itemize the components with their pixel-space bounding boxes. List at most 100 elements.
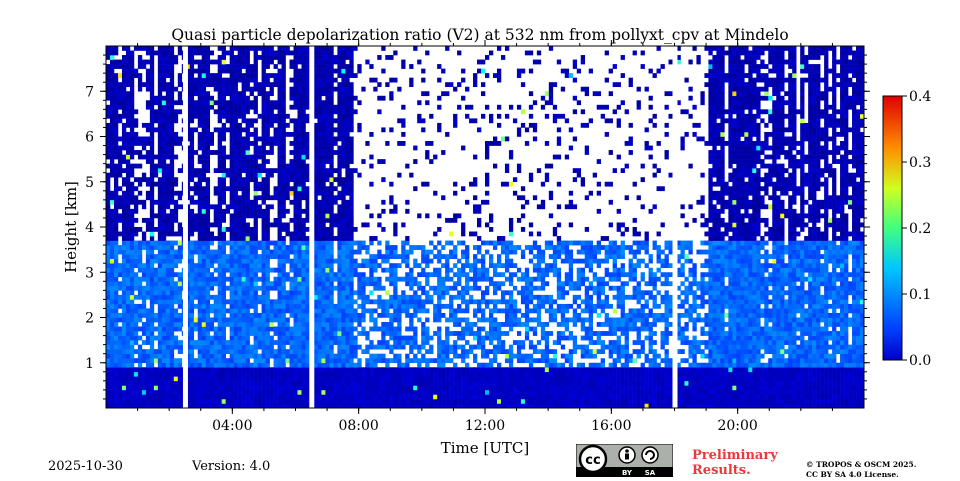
heatmap-cell [197,249,203,255]
heatmap-cell [329,272,334,278]
heatmap-cell [245,312,250,318]
heatmap-cell [197,340,203,345]
heatmap-cell [413,303,418,309]
heatmap-cell [421,258,426,264]
heatmap-cell [281,312,286,318]
heatmap-cell [297,100,302,106]
heatmap-cell [113,190,119,196]
heatmap-cell [245,376,250,382]
heatmap-cell [117,326,123,332]
heatmap-cell [369,131,374,137]
heatmap-cell [197,308,203,314]
heatmap-cell [253,362,258,368]
heatmap-cell [121,285,127,291]
heatmap-cell [121,64,127,69]
heatmap-cell [301,290,306,296]
heatmap-cell [173,389,179,395]
heatmap-cell [385,389,390,395]
heatmap-cell [349,104,354,110]
heatmap-cell [329,326,334,332]
heatmap-cell [329,64,334,69]
heatmap-cell [305,394,310,400]
heatmap-cell [421,249,426,255]
heatmap-cell [437,312,442,318]
heatmap-cell [193,344,199,350]
heatmap-cell [109,254,115,259]
heatmap-cell [261,380,266,386]
heatmap-cell [441,276,446,282]
heatmap-cell [121,86,127,92]
heatmap-cell [373,376,378,382]
heatmap-cell [133,122,139,128]
heatmap-cell [197,317,203,323]
heatmap-cell [109,208,115,214]
heatmap-cell [133,199,139,205]
heatmap-cell [137,326,143,332]
heatmap-cell [113,141,119,146]
heatmap-cell [169,340,175,345]
heatmap-cell [289,199,294,205]
heatmap-cell [425,389,430,395]
heatmap-cell [225,186,230,192]
heatmap-cell [365,344,370,350]
heatmap-cell [261,322,266,327]
heatmap-cell [305,281,310,287]
heatmap-cell [157,64,163,69]
heatmap-cell [201,186,207,192]
heatmap-cell [293,312,298,318]
heatmap-cell [113,172,119,178]
heatmap-cell [361,285,366,291]
heatmap-cell [245,208,250,214]
heatmap-cell [173,208,179,214]
heatmap-cell [229,281,234,287]
heatmap-cell [197,290,203,296]
heatmap-cell [441,376,446,382]
heatmap-cell [393,281,398,287]
heatmap-cell [221,172,226,178]
heatmap-cell [229,163,234,169]
heatmap-cell [297,227,302,232]
heatmap-cell [329,131,334,137]
heatmap-cell [209,303,215,309]
heatmap-cell [277,213,282,219]
heatmap-cell [229,294,234,300]
heatmap-cell [129,340,135,345]
heatmap-cell [365,349,370,354]
heatmap-cell [289,367,294,373]
heatmap-cell [281,46,286,51]
heatmap-cell [433,394,438,400]
heatmap-cell [221,77,226,83]
heatmap-cell [109,263,115,269]
heatmap-cell [106,362,111,368]
heatmap-cell [289,150,294,155]
heatmap-cell [161,122,167,128]
heatmap-cell [173,131,179,137]
heatmap-cell [129,73,135,78]
heatmap-cell [153,127,159,133]
heatmap-cell [401,118,406,124]
heatmap-cell [437,362,442,368]
heatmap-cell [161,398,167,404]
heatmap-cell [425,150,430,155]
heatmap-cell [133,272,139,278]
heatmap-cell [341,290,346,296]
heatmap-cell [285,276,290,282]
heatmap-cell [337,163,342,169]
heatmap-cell [293,371,298,377]
heatmap-cell [213,385,219,391]
heatmap-cell [325,290,330,296]
heatmap-cell [141,285,147,291]
heatmap-cell [217,131,222,137]
heatmap-cell [237,258,242,264]
heatmap-cell [293,349,298,354]
heatmap-cell [161,367,167,373]
heatmap-cell [197,267,203,273]
heatmap-cell [109,127,115,133]
heatmap-cell [389,317,394,323]
heatmap-cell [325,104,330,110]
heatmap-cell [245,222,250,228]
heatmap-cell [221,367,226,373]
heatmap-cell [157,236,163,241]
heatmap-cell [161,263,167,269]
heatmap-cell [121,168,127,173]
